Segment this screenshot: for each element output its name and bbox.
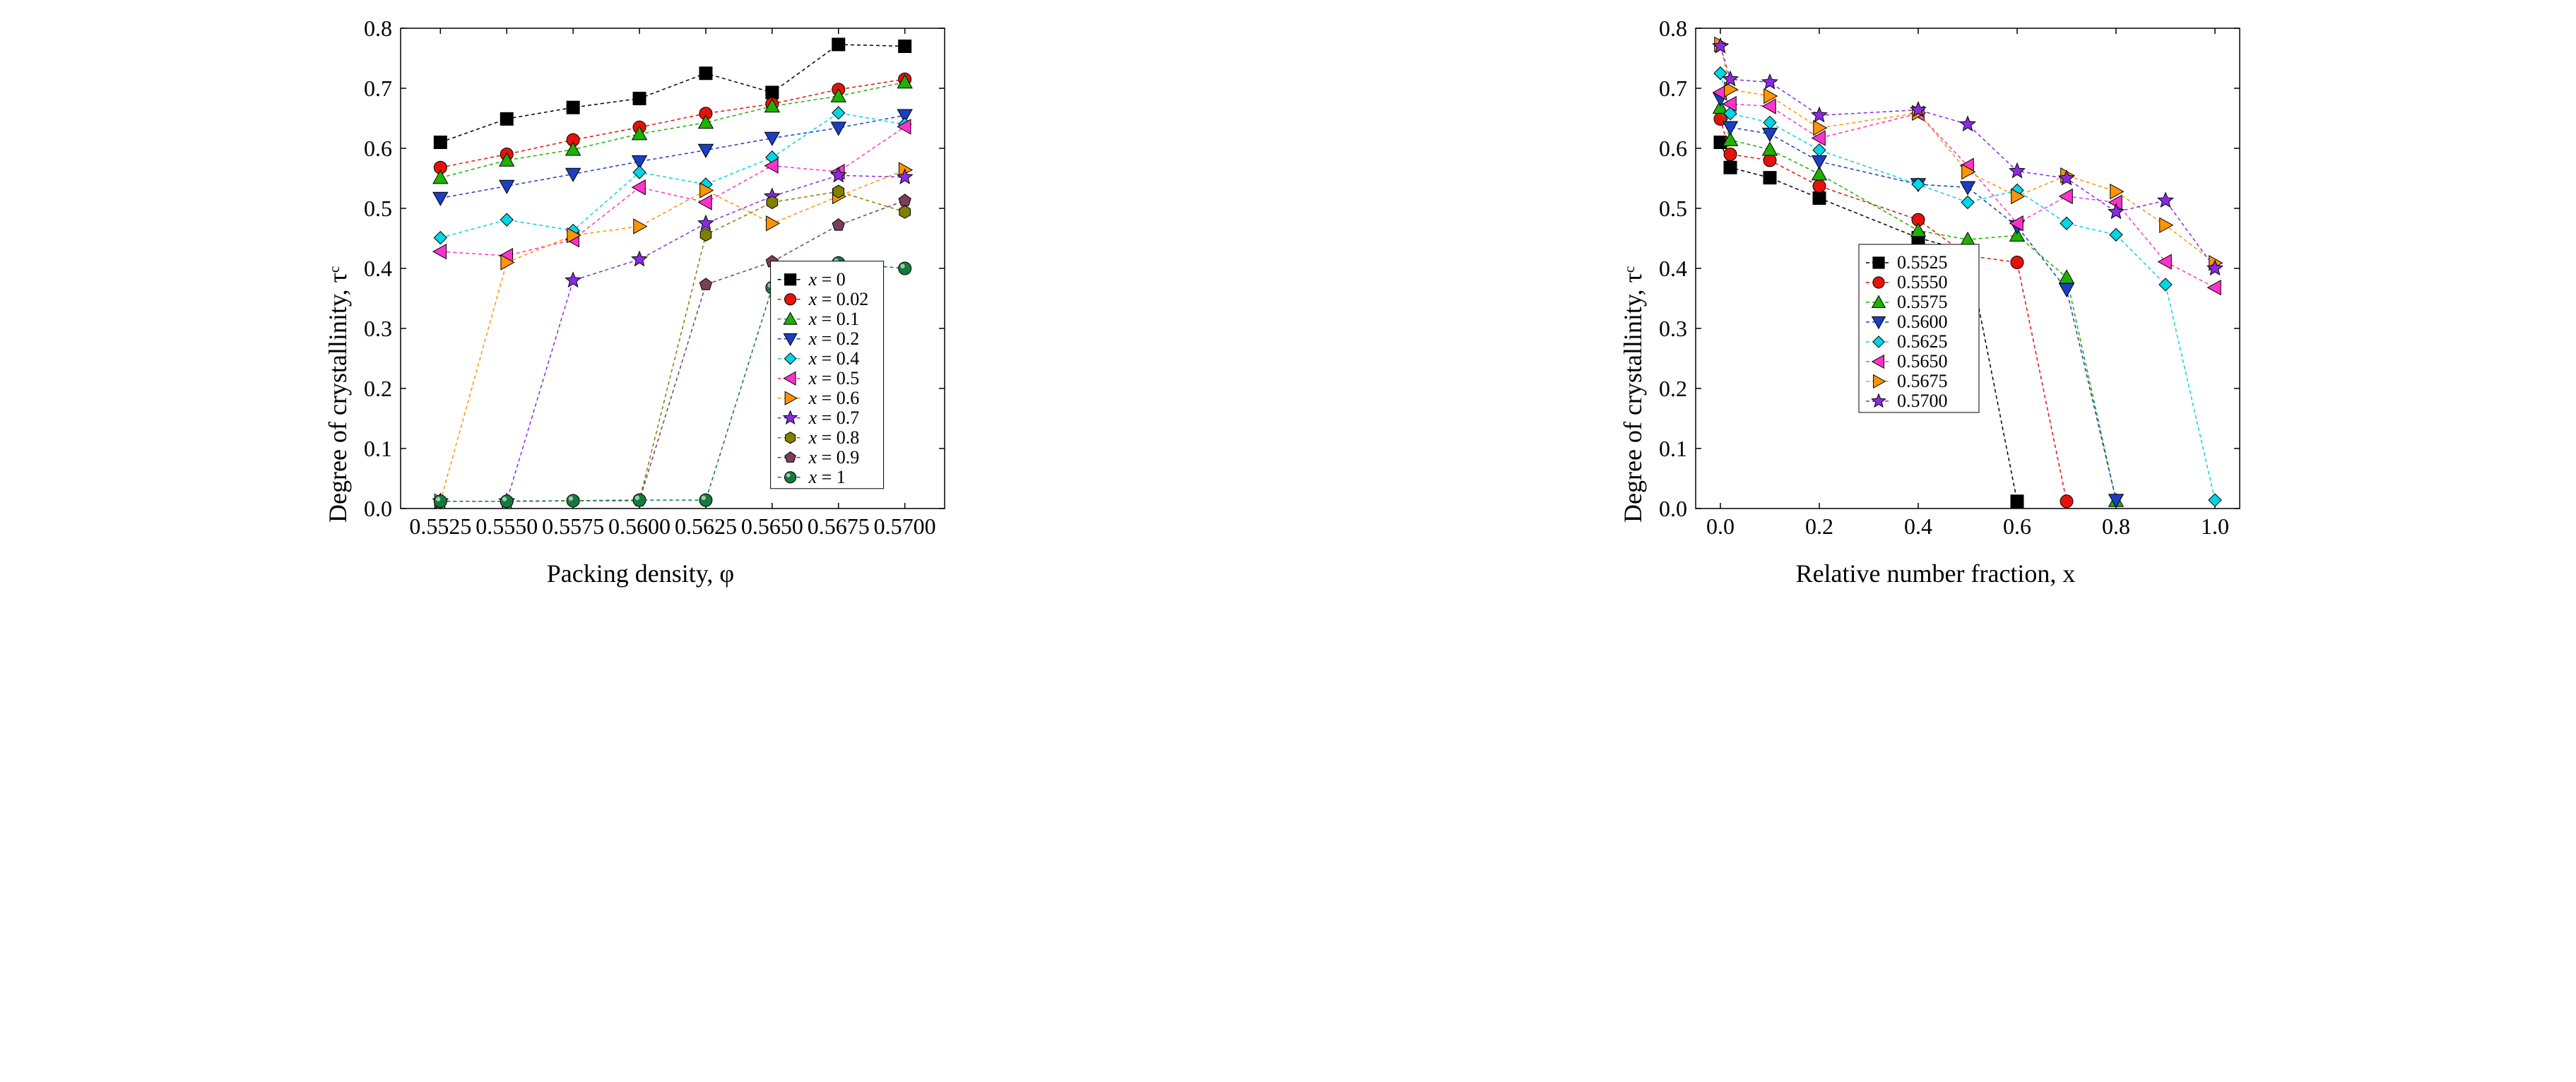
right-ytick-label: 0.7 bbox=[1659, 76, 1687, 101]
left-legend-label: x = 0.6 bbox=[808, 388, 859, 408]
right-xtick-label: 1.0 bbox=[2201, 513, 2229, 539]
left-legend-label: x = 0 bbox=[808, 269, 845, 290]
right-x-axis-label: Relative number fraction, x bbox=[1618, 559, 2254, 588]
right-legend-label: 0.5600 bbox=[1897, 311, 1948, 332]
left-ytick-label: 0.3 bbox=[364, 316, 392, 341]
left-xtick-label: 0.5600 bbox=[608, 513, 670, 539]
right-ytick-label: 0.6 bbox=[1659, 136, 1687, 161]
right-legend-label: 0.5675 bbox=[1897, 371, 1948, 391]
left-legend-label: x = 0.7 bbox=[808, 408, 859, 428]
left-xtick-label: 0.5525 bbox=[409, 513, 471, 539]
left-x-axis-text: Packing density, φ bbox=[547, 559, 734, 588]
right-x-axis-text: Relative number fraction, x bbox=[1796, 559, 2076, 588]
right-legend-label: 0.5575 bbox=[1897, 292, 1948, 312]
left-xtick-label: 0.5550 bbox=[475, 513, 538, 539]
right-ytick-label: 0.2 bbox=[1659, 376, 1687, 401]
right-ytick-label: 0.8 bbox=[1659, 16, 1687, 41]
right-ytick-label: 0.4 bbox=[1659, 256, 1687, 281]
left-xtick-label: 0.5650 bbox=[740, 513, 803, 539]
left-legend-label: x = 0.1 bbox=[808, 309, 859, 329]
right-series-line bbox=[1720, 44, 2215, 263]
left-chart-panel: Degree of crystallinity, τᶜ 0.0 0.1 0.2 0.3… bbox=[323, 14, 959, 588]
right-legend-label: 0.5550 bbox=[1897, 272, 1948, 292]
right-legend-label: 0.5625 bbox=[1897, 331, 1948, 352]
left-legend-label: x = 0.5 bbox=[808, 368, 859, 388]
left-legend-label: x = 0.4 bbox=[808, 348, 859, 369]
right-legend-label: 0.5700 bbox=[1897, 391, 1948, 411]
left-ytick-label: 0.6 bbox=[364, 136, 392, 161]
left-ytick-label: 0.7 bbox=[364, 76, 392, 101]
right-chart-panel: Degree of crystallinity, τᶜ 0.0 0.1 0.2 0.3… bbox=[1618, 14, 2254, 588]
right-y-axis-label: Degree of crystallinity, τᶜ bbox=[1618, 266, 1648, 523]
right-xtick-label: 0.0 bbox=[1706, 513, 1735, 539]
left-y-axis-label: Degree of crystallinity, τᶜ bbox=[323, 266, 353, 523]
right-chart-svg: 0.0 0.1 0.2 0.3 0.4 0.5 0.6 0.7 0.8 0.0 0.2 0.4 0.6 0… bbox=[1618, 14, 2254, 551]
left-ytick-label: 0.8 bbox=[364, 16, 392, 41]
left-y-axis-text: Degree of crystallinity, τᶜ bbox=[324, 266, 352, 523]
left-ytick-label: 0.1 bbox=[364, 436, 392, 461]
left-legend-label: x = 0.2 bbox=[808, 328, 859, 349]
left-ytick-label: 0.5 bbox=[364, 196, 392, 221]
left-legend-label: x = 0.02 bbox=[808, 289, 868, 309]
left-chart-svg: 0.00.10.20.30.40.50.60.70.80.55250.55500… bbox=[323, 14, 959, 551]
left-xtick-label: 0.5700 bbox=[873, 513, 935, 539]
right-xtick-label: 0.6 bbox=[2003, 513, 2031, 539]
left-x-axis-label: Packing density, φ bbox=[323, 559, 959, 588]
left-ytick-label: 0.2 bbox=[364, 376, 392, 401]
left-ytick-label: 0.4 bbox=[364, 256, 392, 281]
left-legend-label: x = 0.9 bbox=[808, 447, 859, 468]
left-legend-label: x = 0.8 bbox=[808, 427, 859, 448]
right-ytick-label: 0.5 bbox=[1659, 196, 1687, 221]
right-ytick-label: 0.0 bbox=[1659, 496, 1687, 521]
right-xtick-label: 0.8 bbox=[2102, 513, 2130, 539]
right-legend-label: 0.5650 bbox=[1897, 351, 1948, 371]
right-legend-label: 0.5525 bbox=[1897, 252, 1948, 273]
right-y-axis-text: Degree of crystallinity, τᶜ bbox=[1619, 266, 1647, 523]
left-xtick-label: 0.5625 bbox=[674, 513, 736, 539]
right-xtick-label: 0.4 bbox=[1904, 513, 1932, 539]
left-xtick-label: 0.5575 bbox=[542, 513, 604, 539]
left-xtick-label: 0.5675 bbox=[807, 513, 869, 539]
right-xtick-label: 0.2 bbox=[1805, 513, 1833, 539]
left-legend-label: x = 1 bbox=[808, 467, 845, 487]
left-ytick-label: 0.0 bbox=[364, 496, 392, 521]
figure-container: Degree of crystallinity, τᶜ 0.0 0.1 0.2 0.3… bbox=[0, 0, 2576, 602]
right-ytick-label: 0.3 bbox=[1659, 316, 1687, 341]
right-ytick-label: 0.1 bbox=[1659, 436, 1687, 461]
